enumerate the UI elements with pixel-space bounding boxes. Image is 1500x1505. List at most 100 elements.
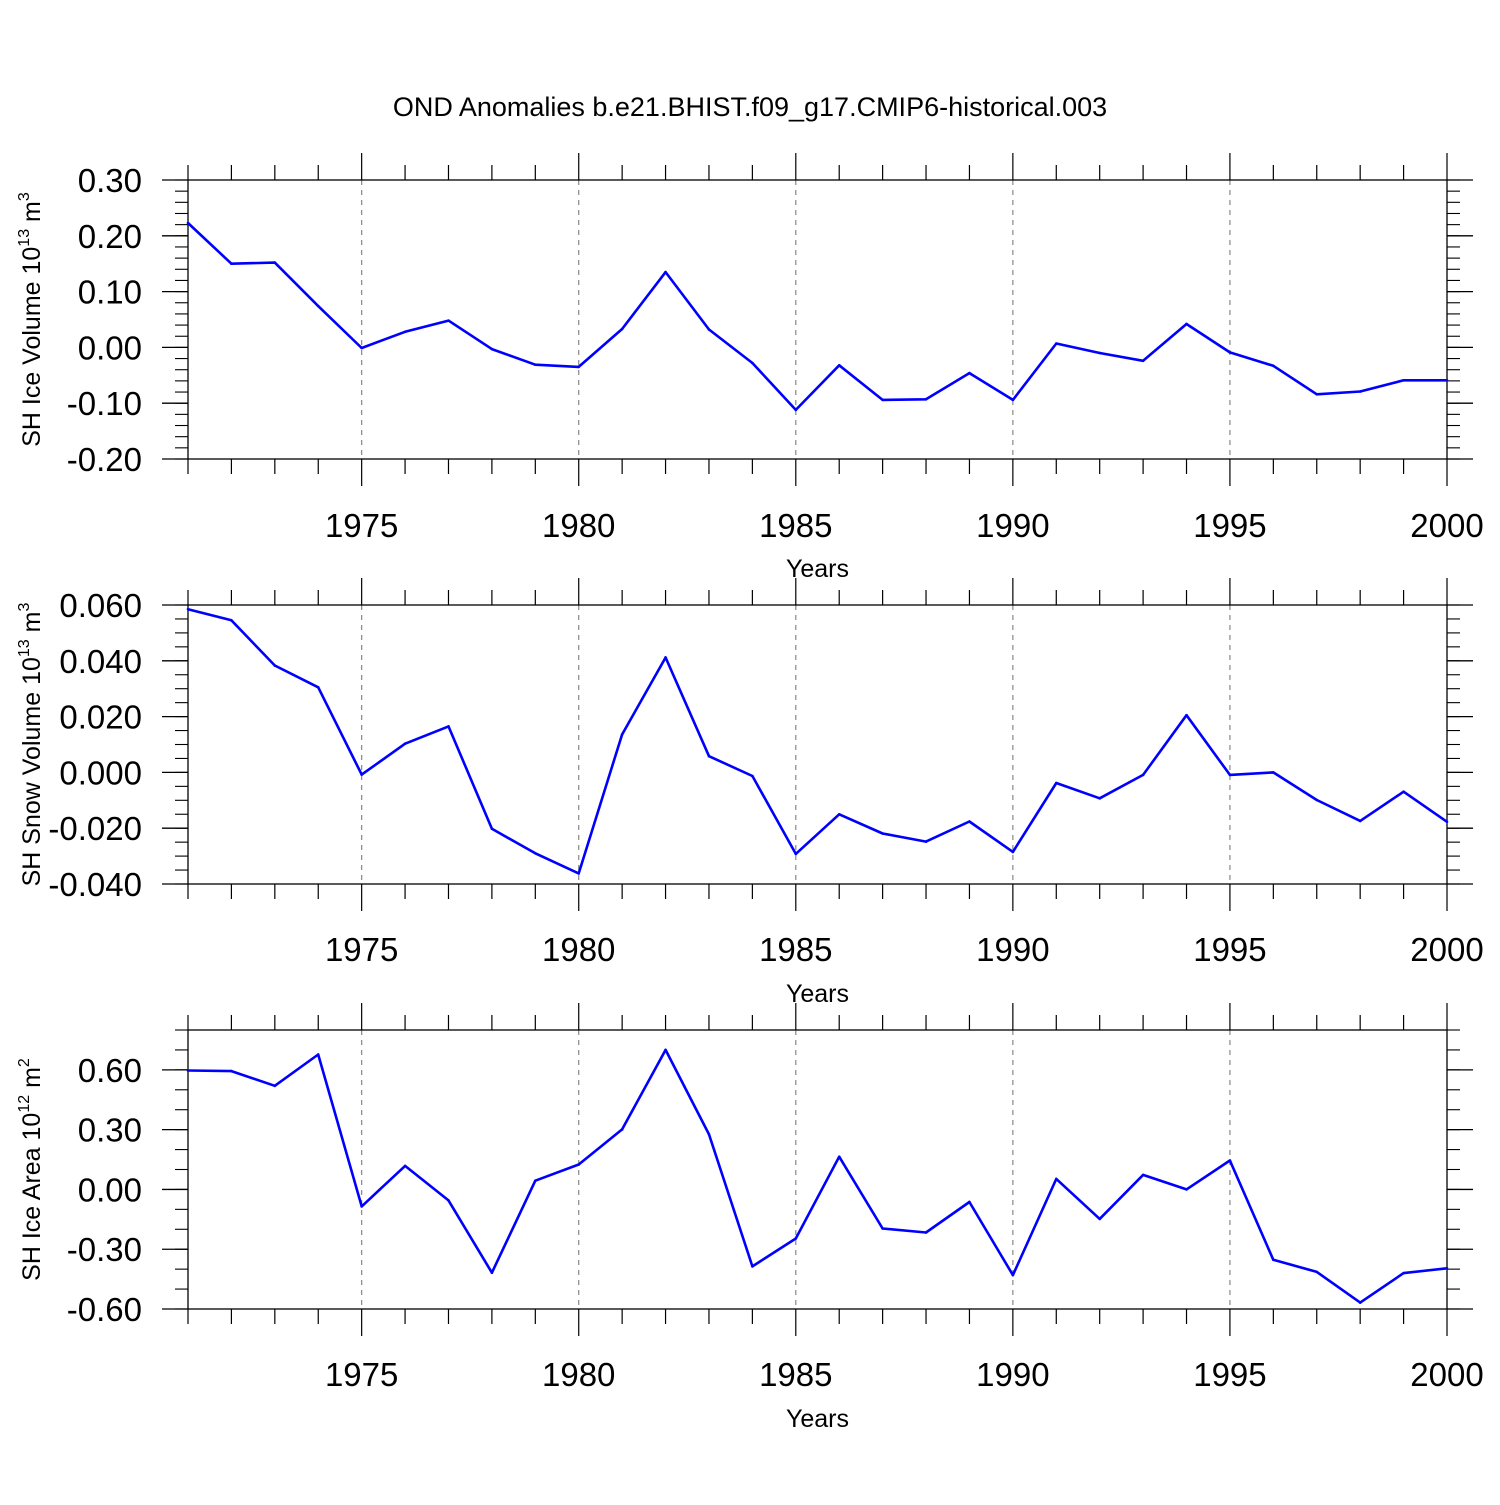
data-point — [751, 774, 754, 778]
data-point — [794, 852, 798, 856]
data-point — [751, 361, 754, 365]
y-tick-label: -0.30 — [67, 1231, 142, 1268]
data-point — [1402, 1271, 1405, 1275]
data-point — [1011, 850, 1015, 854]
y-axis-title: SH Ice Volume 1013 m3 — [16, 192, 46, 447]
data-point — [1402, 379, 1405, 382]
x-tick-label: 1985 — [759, 1356, 832, 1393]
y-tick-label: 0.020 — [59, 699, 142, 736]
data-point — [1098, 797, 1101, 800]
data-point — [794, 408, 798, 412]
x-tick-label: 1995 — [1193, 1356, 1266, 1393]
x-tick-label: 2000 — [1410, 931, 1483, 968]
data-point — [534, 363, 537, 366]
data-point — [1315, 1270, 1319, 1274]
series-line — [187, 1048, 1448, 1304]
data-point — [751, 1265, 754, 1268]
y-axis-title: SH Ice Area 1012 m2 — [16, 1058, 46, 1281]
y-tick-label: 0.20 — [78, 218, 142, 255]
data-point — [273, 1084, 277, 1088]
data-point — [1011, 398, 1015, 402]
data-point — [968, 371, 971, 375]
data-point — [1228, 1159, 1232, 1162]
data-point — [186, 1069, 190, 1072]
y-tick-label: 0.60 — [78, 1052, 142, 1089]
y-tick-label: -0.040 — [48, 866, 142, 903]
series-line — [187, 222, 1447, 412]
data-point — [577, 1163, 581, 1166]
x-tick-label: 1980 — [542, 931, 615, 968]
data-point — [360, 773, 363, 776]
y-tick-label: 0.30 — [78, 162, 142, 199]
data-point — [837, 812, 841, 816]
data-point — [360, 346, 363, 350]
data-point — [1402, 790, 1405, 793]
data-point — [316, 1053, 320, 1056]
panel-2: -0.040 -0.020 0.000 0.020 0.040 0.060 1975 1980… — [16, 578, 1484, 1008]
data-point — [403, 330, 407, 334]
x-tick-label: 1980 — [542, 1356, 615, 1393]
x-tick-label: 1990 — [976, 507, 1049, 544]
data-point — [273, 664, 277, 667]
plot-frame — [187, 179, 1448, 460]
x-tick-label: 1995 — [1193, 931, 1266, 968]
data-point — [447, 1199, 450, 1202]
data-point — [447, 725, 450, 728]
data-point — [1098, 351, 1101, 355]
data-point — [664, 656, 667, 659]
data-point — [1445, 1267, 1449, 1270]
data-point — [707, 1133, 711, 1136]
x-tick-label: 2000 — [1410, 507, 1483, 544]
data-point — [186, 607, 190, 611]
y-tick-label: 0.00 — [78, 329, 142, 366]
data-point — [1141, 359, 1145, 363]
y-axis-title: SH Snow Volume 1013 m3 — [16, 603, 46, 887]
data-point — [1272, 1258, 1275, 1262]
x-tick-label: 2000 — [1410, 1356, 1483, 1393]
data-point — [837, 363, 841, 367]
data-point — [273, 261, 277, 264]
data-point — [924, 840, 928, 843]
x-tick-label: 1990 — [976, 1356, 1049, 1393]
data-point — [1054, 1177, 1058, 1181]
x-tick-label: 1990 — [976, 931, 1049, 968]
data-point — [924, 397, 928, 401]
data-point — [837, 1155, 841, 1159]
x-tick-label: 1985 — [759, 507, 832, 544]
data-point — [1358, 1301, 1362, 1304]
data-point — [577, 872, 581, 875]
x-axis-title: Years — [786, 555, 849, 583]
data-point — [360, 1205, 363, 1208]
data-point — [316, 686, 320, 689]
data-point — [186, 221, 190, 225]
data-point — [1445, 820, 1449, 824]
data-point — [1185, 713, 1188, 717]
data-point — [534, 852, 537, 855]
y-tick-label: -0.020 — [48, 810, 142, 847]
data-point — [968, 1200, 971, 1204]
data-point — [707, 328, 711, 331]
plot-frame — [187, 1029, 1448, 1310]
data-point — [968, 820, 971, 823]
y-tick-label: 0.000 — [59, 754, 142, 791]
data-point — [664, 1048, 667, 1052]
y-tick-label: 0.040 — [59, 643, 142, 680]
data-point — [1228, 351, 1232, 354]
data-point — [924, 1231, 928, 1234]
data-point — [447, 319, 450, 322]
data-point — [1228, 773, 1232, 777]
plot-frame — [187, 604, 1448, 885]
x-tick-label: 1985 — [759, 931, 832, 968]
data-point — [490, 827, 494, 831]
data-point — [881, 398, 884, 402]
data-point — [881, 832, 884, 835]
data-point — [1054, 342, 1058, 345]
y-tick-label: 0.060 — [59, 587, 142, 624]
y-tick-label: 0.00 — [78, 1171, 142, 1208]
data-point — [534, 1179, 537, 1182]
x-tick-label: 1995 — [1193, 507, 1266, 544]
x-tick-label: 1975 — [325, 507, 398, 544]
data-point — [1098, 1217, 1101, 1221]
data-point — [794, 1237, 798, 1240]
